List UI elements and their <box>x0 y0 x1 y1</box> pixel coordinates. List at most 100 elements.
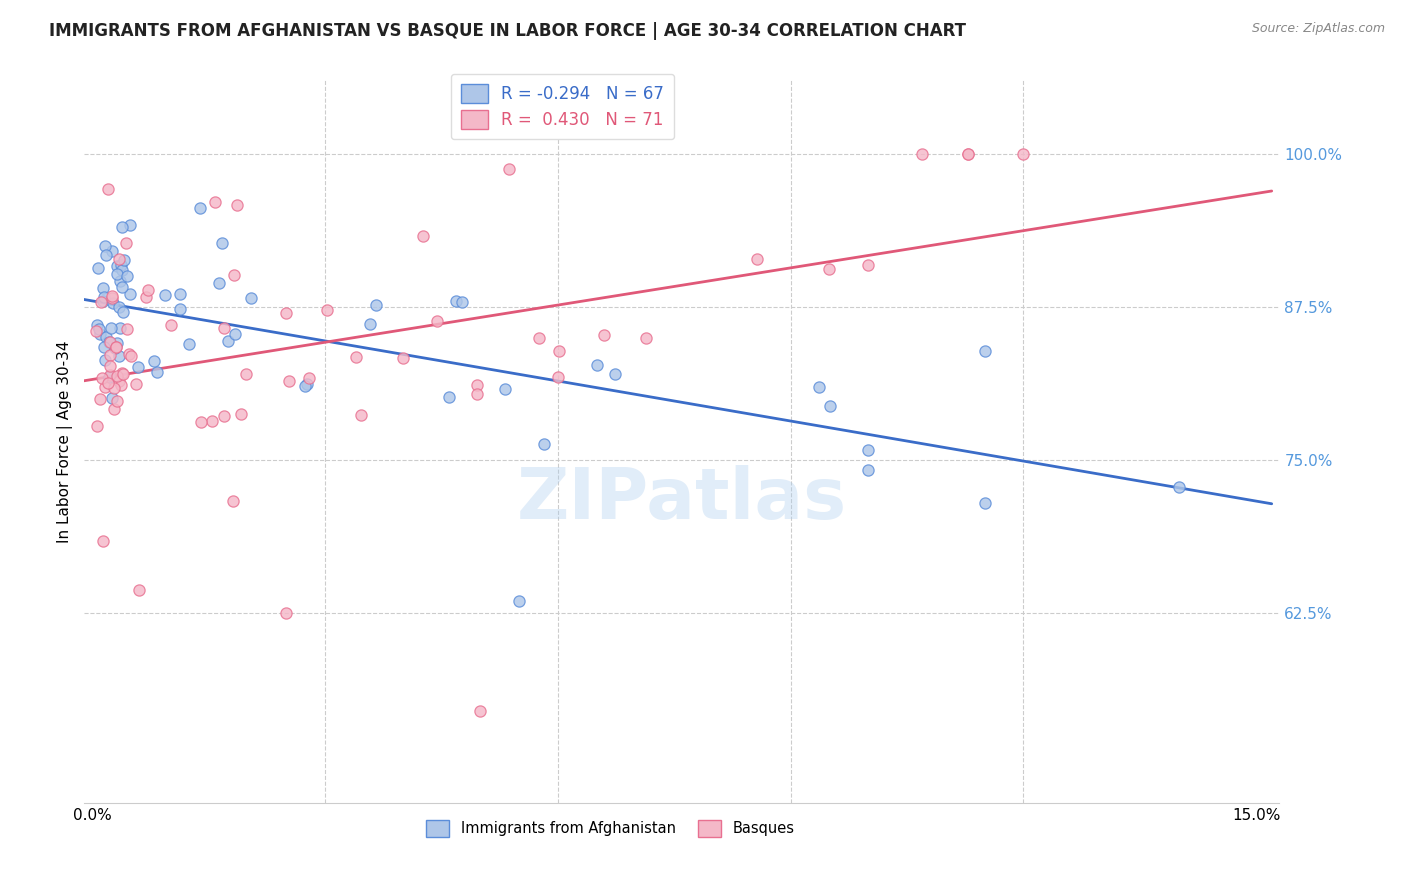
Point <box>94 330 117 344</box>
Point <box>125 377 148 392</box>
Point <box>910 146 932 161</box>
Point <box>188 201 211 215</box>
Point <box>425 314 447 328</box>
Point <box>111 263 134 277</box>
Point <box>533 436 555 450</box>
Point <box>101 289 124 303</box>
Point <box>277 374 299 388</box>
Point <box>94 248 117 262</box>
Point <box>451 294 474 309</box>
Point <box>117 347 139 361</box>
Point <box>468 704 491 718</box>
Point <box>508 593 530 607</box>
Point <box>295 376 318 391</box>
Point <box>344 350 367 364</box>
Point <box>127 360 149 375</box>
Point <box>108 252 131 266</box>
Point <box>135 290 157 304</box>
Point <box>349 409 371 423</box>
Point <box>89 392 111 406</box>
Point <box>391 351 413 365</box>
Point <box>364 298 387 312</box>
Point <box>201 414 224 428</box>
Point <box>212 409 235 423</box>
Point <box>856 443 879 458</box>
Point <box>103 380 125 394</box>
Text: ZIPatlas: ZIPatlas <box>517 465 846 533</box>
Legend: Immigrants from Afghanistan, Basques: Immigrants from Afghanistan, Basques <box>420 814 800 842</box>
Point <box>101 296 124 310</box>
Point <box>211 236 233 251</box>
Point <box>593 327 616 342</box>
Point <box>1167 480 1189 494</box>
Point <box>636 331 658 345</box>
Point <box>86 318 108 333</box>
Point <box>104 342 127 356</box>
Point <box>212 320 235 334</box>
Point <box>98 369 121 384</box>
Point <box>97 376 120 391</box>
Point <box>276 306 298 320</box>
Point <box>226 198 249 212</box>
Point <box>118 219 141 233</box>
Point <box>808 380 831 394</box>
Point <box>153 287 176 301</box>
Point <box>103 401 125 416</box>
Text: IMMIGRANTS FROM AFGHANISTAN VS BASQUE IN LABOR FORCE | AGE 30-34 CORRELATION CHA: IMMIGRANTS FROM AFGHANISTAN VS BASQUE IN… <box>49 22 966 40</box>
Point <box>973 344 995 359</box>
Point <box>316 302 339 317</box>
Point <box>190 415 212 429</box>
Point <box>100 321 122 335</box>
Point <box>179 337 201 351</box>
Point <box>128 582 150 597</box>
Point <box>217 334 239 348</box>
Point <box>169 301 191 316</box>
Point <box>97 182 120 196</box>
Point <box>91 281 114 295</box>
Point <box>107 394 129 409</box>
Point <box>527 330 550 344</box>
Point <box>169 286 191 301</box>
Point <box>294 379 316 393</box>
Point <box>856 463 879 477</box>
Point <box>112 253 135 268</box>
Point <box>115 236 138 251</box>
Text: Source: ZipAtlas.com: Source: ZipAtlas.com <box>1251 22 1385 36</box>
Point <box>111 279 134 293</box>
Point <box>100 391 122 405</box>
Point <box>89 322 111 336</box>
Point <box>439 390 461 404</box>
Point <box>229 408 252 422</box>
Point <box>93 340 115 354</box>
Point <box>90 295 112 310</box>
Point <box>93 290 115 304</box>
Point <box>94 353 117 368</box>
Point <box>111 219 134 234</box>
Point <box>204 195 226 210</box>
Point <box>146 365 169 379</box>
Point <box>98 335 121 350</box>
Point <box>94 380 117 394</box>
Point <box>108 300 131 314</box>
Point <box>100 244 122 259</box>
Point <box>118 286 141 301</box>
Point <box>444 294 467 309</box>
Point <box>467 378 489 392</box>
Point <box>111 305 134 319</box>
Point <box>159 318 181 332</box>
Point <box>98 348 121 362</box>
Point <box>110 321 132 335</box>
Point <box>120 349 142 363</box>
Point <box>91 293 114 308</box>
Point <box>547 369 569 384</box>
Point <box>973 496 995 510</box>
Point <box>115 322 138 336</box>
Point <box>143 353 166 368</box>
Point <box>93 534 115 549</box>
Point <box>276 606 298 620</box>
Point <box>86 261 108 276</box>
Point <box>817 261 839 276</box>
Point <box>105 368 128 383</box>
Point <box>208 276 231 290</box>
Point <box>856 259 879 273</box>
